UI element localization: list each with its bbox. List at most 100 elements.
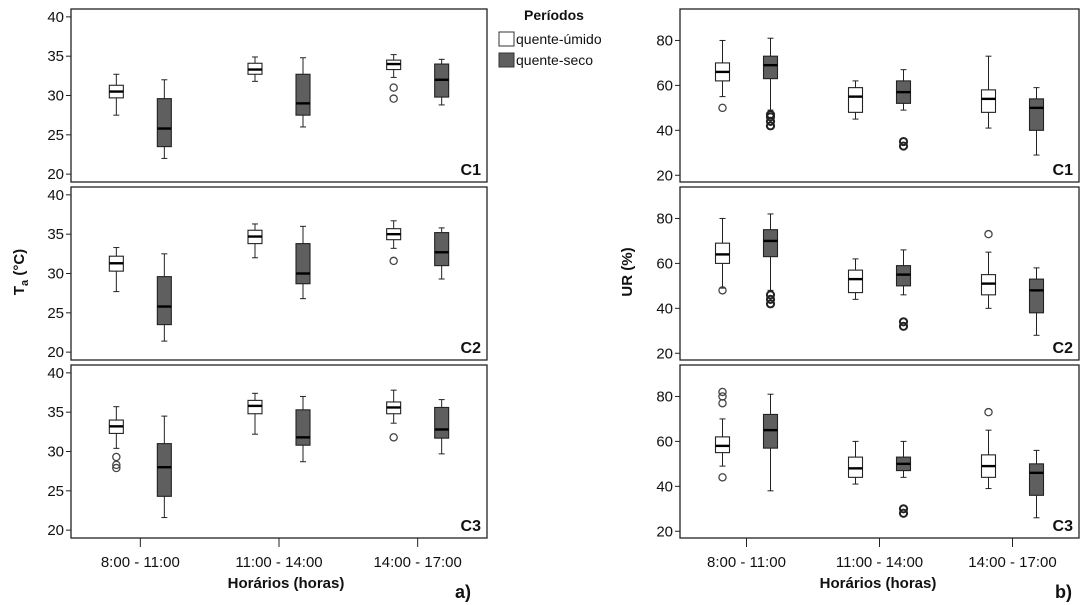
y-tick-label: 30 bbox=[47, 444, 64, 461]
box-quente-umido-8-00-11-00-outlier bbox=[112, 463, 121, 473]
y-tick-label: 35 bbox=[47, 48, 64, 65]
y-tick-label: 30 bbox=[47, 88, 64, 105]
x-tick-label-11-00-14-00: 11:00 - 14:00 bbox=[235, 554, 322, 571]
y-tick-label: 40 bbox=[656, 478, 673, 495]
box-quente-seco-11-00-14-00 bbox=[295, 409, 311, 446]
y-axis-title-b: UR (%) bbox=[619, 247, 636, 296]
box-quente-umido-8-00-11-00-outlier bbox=[718, 286, 727, 295]
y-tick-label: 25 bbox=[47, 127, 64, 144]
y-tick-label: 25 bbox=[47, 483, 64, 500]
legend-title: Períodos bbox=[524, 7, 584, 23]
chart-a: 20 25 30 35 40 C1 20 25 30 35 40 C2 20 25 30 35 40 C3 8:00… bbox=[47, 8, 488, 571]
chart-b: 20 40 60 80 C1 20 40 60 80 C2 20 40 60 80 C3 8:00 - 11:… bbox=[656, 8, 1080, 571]
box-quente-umido-14-00-17-00-outlier bbox=[389, 83, 398, 92]
y-tick-label: 40 bbox=[656, 122, 673, 139]
box-quente-umido-14-00-17-00 bbox=[980, 89, 997, 113]
y-tick-label: 20 bbox=[656, 523, 673, 540]
y-tick-label: 35 bbox=[47, 226, 64, 243]
y-tick-label: 60 bbox=[656, 255, 673, 272]
box-quente-seco-8-00-11-00-outlier bbox=[765, 109, 776, 120]
panel-label-c2: C2 bbox=[1053, 340, 1074, 357]
y-axis-title-a-sub: a bbox=[19, 279, 31, 286]
y-tick-label: 20 bbox=[47, 522, 64, 539]
y-tick-label: 60 bbox=[656, 433, 673, 450]
box-quente-seco-11-00-14-00-outlier bbox=[898, 508, 909, 518]
y-axis-title-a-rest: (°C) bbox=[11, 249, 28, 280]
y-tick-label: 80 bbox=[656, 32, 673, 49]
box-quente-seco-14-00-17-00 bbox=[1028, 278, 1045, 314]
box-quente-umido-8-00-11-00-outlier bbox=[718, 387, 727, 397]
box-quente-umido-8-00-11-00-outlier bbox=[112, 460, 121, 470]
box-quente-umido-14-00-17-00-outlier bbox=[389, 256, 398, 266]
legend: Períodos quente-úmido quente-seco bbox=[498, 7, 602, 68]
panel-frame-c1 bbox=[679, 8, 1080, 183]
y-tick-label: 40 bbox=[656, 300, 673, 317]
box-quente-umido-8-00-11-00-outlier bbox=[718, 392, 727, 401]
y-tick-label: 20 bbox=[656, 167, 673, 184]
x-tick-label-8-00-11-00: 8:00 - 11:00 bbox=[101, 554, 180, 571]
y-tick-label: 40 bbox=[47, 9, 64, 26]
y-tick-label: 20 bbox=[656, 345, 673, 362]
panel-label-c1: C1 bbox=[461, 162, 482, 179]
y-tick-label: 40 bbox=[47, 187, 64, 204]
panel-label-c2: C2 bbox=[461, 340, 482, 357]
box-quente-seco-8-00-11-00-outlier bbox=[765, 121, 776, 131]
x-tick-label-14-00-17-00: 14:00 - 17:00 bbox=[373, 554, 461, 571]
box-quente-seco-8-00-11-00-outlier bbox=[765, 299, 776, 309]
panel-label-c3: C3 bbox=[461, 518, 482, 535]
box-quente-umido-8-00-11-00-outlier bbox=[718, 103, 727, 113]
box-quente-seco-8-00-11-00 bbox=[762, 229, 779, 258]
panel-label-c1: C1 bbox=[1053, 162, 1074, 179]
y-tick-label: 80 bbox=[656, 388, 673, 405]
panel-frame-c2 bbox=[679, 186, 1080, 361]
panel-frame-c2 bbox=[70, 186, 488, 361]
y-tick-label: 80 bbox=[656, 210, 673, 227]
box-quente-umido-11-00-14-00 bbox=[847, 269, 864, 294]
box-quente-seco-11-00-14-00-outlier bbox=[898, 136, 909, 147]
legend-swatch-quente-umido bbox=[498, 31, 515, 47]
box-quente-umido-14-00-17-00-outlier bbox=[389, 94, 398, 103]
y-tick-label: 30 bbox=[47, 266, 64, 283]
box-quente-seco-8-00-11-00 bbox=[156, 98, 172, 148]
x-tick-label-11-00-14-00: 11:00 - 14:00 bbox=[836, 554, 923, 571]
box-quente-umido-8-00-11-00-outlier bbox=[112, 452, 121, 462]
box-quente-seco-11-00-14-00-outlier bbox=[898, 141, 909, 151]
x-tick-label-14-00-17-00: 14:00 - 17:00 bbox=[968, 554, 1056, 571]
box-quente-seco-11-00-14-00-outlier bbox=[898, 321, 909, 331]
y-tick-label: 20 bbox=[47, 344, 64, 361]
box-quente-seco-8-00-11-00-outlier bbox=[765, 294, 776, 304]
box-quente-seco-14-00-17-00 bbox=[434, 406, 450, 439]
box-quente-umido-14-00-17-00-outlier bbox=[389, 433, 398, 442]
box-quente-seco-11-00-14-00 bbox=[295, 73, 311, 116]
box-quente-seco-14-00-17-00 bbox=[1028, 98, 1045, 131]
panel-frame-c3 bbox=[70, 364, 488, 539]
legend-swatch-quente-seco bbox=[498, 52, 515, 68]
x-axis-title-a: Horários (horas) bbox=[228, 575, 345, 592]
legend-label-quente-umido: quente-úmido bbox=[516, 31, 602, 47]
y-axis-title-a: Ta (°C) bbox=[11, 249, 31, 295]
legend-label-quente-seco: quente-seco bbox=[516, 52, 593, 68]
y-tick-label: 40 bbox=[47, 365, 64, 382]
box-quente-seco-8-00-11-00-outlier bbox=[765, 290, 776, 300]
panel-label-c3: C3 bbox=[1053, 518, 1074, 535]
y-tick-label: 60 bbox=[656, 77, 673, 94]
box-quente-seco-11-00-14-00 bbox=[295, 243, 311, 285]
box-quente-umido-8-00-11-00-outlier bbox=[718, 473, 727, 482]
box-quente-umido-14-00-17-00-outlier bbox=[984, 229, 993, 239]
box-quente-seco-14-00-17-00 bbox=[434, 232, 450, 267]
figure-letter-a: a) bbox=[455, 582, 471, 602]
y-tick-label: 25 bbox=[47, 305, 64, 322]
x-tick-label-8-00-11-00: 8:00 - 11:00 bbox=[707, 554, 786, 571]
x-axis-title-b: Horários (horas) bbox=[820, 575, 937, 592]
box-quente-umido-11-00-14-00 bbox=[847, 87, 864, 113]
box-quente-seco-8-00-11-00 bbox=[156, 443, 172, 497]
panel-frame-c1 bbox=[70, 8, 488, 183]
box-quente-seco-8-00-11-00 bbox=[156, 276, 172, 326]
panel-frame-c3 bbox=[679, 364, 1080, 539]
y-tick-label: 20 bbox=[47, 166, 64, 183]
box-quente-seco-11-00-14-00-outlier bbox=[898, 317, 909, 327]
box-quente-seco-14-00-17-00 bbox=[1028, 463, 1045, 496]
figure-letter-b: b) bbox=[1055, 582, 1072, 602]
box-quente-seco-11-00-14-00-outlier bbox=[898, 504, 909, 514]
